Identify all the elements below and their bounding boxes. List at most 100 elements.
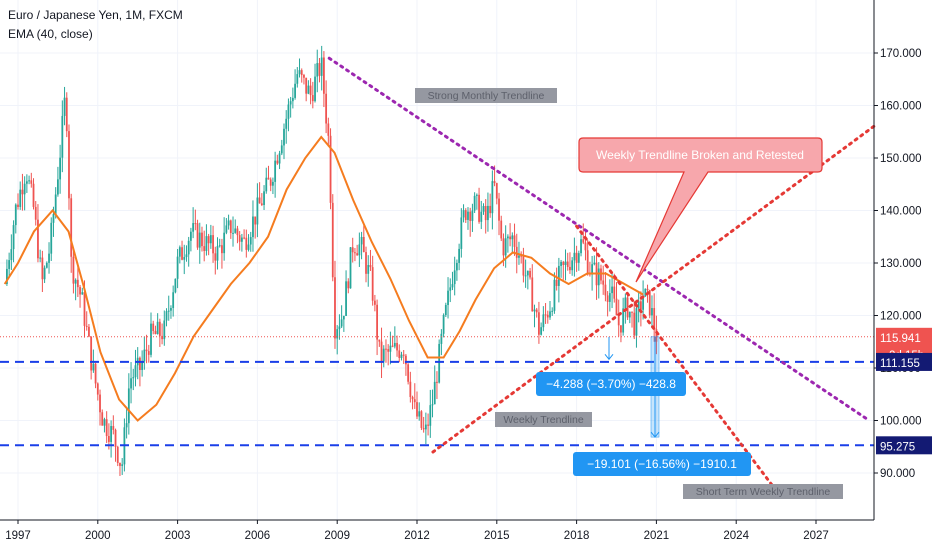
candle-body xyxy=(181,247,183,260)
candle-body xyxy=(101,412,104,426)
callout-bubble xyxy=(578,137,823,283)
trendline xyxy=(327,56,871,422)
candle-body xyxy=(14,204,17,226)
candle-body xyxy=(427,424,429,426)
candle-body xyxy=(218,245,221,247)
candle-body xyxy=(442,315,445,334)
candle-body xyxy=(10,249,13,261)
candle-body xyxy=(378,339,381,342)
candle-body xyxy=(50,222,53,254)
x-tick-label: 2009 xyxy=(324,530,350,542)
candle-body xyxy=(342,315,345,320)
candle-body xyxy=(119,462,121,466)
candle-body xyxy=(314,76,316,102)
candle-body xyxy=(626,297,629,318)
candle-body xyxy=(214,253,217,261)
candle-body xyxy=(582,239,585,243)
candle-body xyxy=(21,189,24,195)
candle-body xyxy=(134,365,137,378)
candle-body xyxy=(562,261,565,265)
candle-body xyxy=(276,160,279,164)
candle-body xyxy=(198,232,201,248)
candle-body xyxy=(54,194,57,215)
candle-body xyxy=(500,220,503,239)
candle-body xyxy=(535,309,538,313)
candle-body xyxy=(132,377,135,379)
candle-body xyxy=(531,277,534,312)
candle-body xyxy=(176,256,179,279)
candle-body xyxy=(260,203,263,205)
candle-body xyxy=(127,388,130,424)
candle-body xyxy=(85,325,88,327)
candle-body xyxy=(34,206,37,220)
candle-body xyxy=(362,236,365,253)
ema-line xyxy=(3,135,644,422)
y-tick-label: 160.000 xyxy=(880,101,922,113)
candle-body xyxy=(504,238,507,256)
candle-body xyxy=(272,181,274,186)
candle-body xyxy=(453,270,456,285)
candle-body xyxy=(121,464,124,466)
candle-body xyxy=(139,357,141,371)
candle-body xyxy=(373,300,376,305)
candle-body xyxy=(495,183,498,199)
ema-40-line xyxy=(3,135,644,422)
candle-body xyxy=(114,429,117,447)
candle-body xyxy=(311,95,314,102)
candle-body xyxy=(323,57,325,94)
candle-body xyxy=(580,239,582,254)
candle-body xyxy=(451,284,454,288)
candle-body xyxy=(105,419,108,437)
candle-body xyxy=(76,279,79,288)
candle-body xyxy=(63,97,66,116)
candle-body xyxy=(165,311,168,321)
candle-body xyxy=(655,329,658,342)
y-tick-label: 170.000 xyxy=(880,48,922,60)
candle-body xyxy=(438,343,441,383)
candle-body xyxy=(154,330,157,335)
candle-body xyxy=(161,335,163,340)
candle-body xyxy=(356,253,359,256)
candle-body xyxy=(475,194,478,196)
current-price-label: 115.941 xyxy=(880,333,921,345)
candle-body xyxy=(107,436,110,442)
candle-body xyxy=(469,211,472,221)
candle-body xyxy=(83,292,86,326)
y-tick-label: 120.000 xyxy=(880,311,922,323)
candle-body xyxy=(245,237,248,250)
candle-body xyxy=(41,257,44,280)
candle-body xyxy=(360,236,363,245)
candle-body xyxy=(17,204,19,207)
candle-body xyxy=(538,312,540,335)
candle-body xyxy=(205,236,208,251)
x-tick-label: 2021 xyxy=(644,530,670,542)
candle-body xyxy=(59,157,62,180)
candle-body xyxy=(367,264,370,274)
candle-body xyxy=(32,183,35,207)
y-tick-label: 100.000 xyxy=(880,416,922,428)
trendline xyxy=(575,224,781,496)
candle-body xyxy=(278,153,281,164)
measurements: −4.288 (−3.70%) −428.8 −19.101 (−16.56%) … xyxy=(536,336,751,476)
short-term-weekly-label-bg xyxy=(683,484,843,499)
candle-body xyxy=(518,255,520,258)
candle-body xyxy=(549,311,551,318)
candle-body xyxy=(43,267,46,280)
candle-body xyxy=(651,308,653,316)
measure-arrowhead xyxy=(604,354,614,361)
candle-body xyxy=(256,197,259,225)
candle-body xyxy=(520,255,523,257)
candle-body xyxy=(566,261,569,267)
candle-body xyxy=(338,326,341,330)
candle-body xyxy=(351,247,354,253)
candle-body xyxy=(23,183,26,195)
candle-body xyxy=(358,244,361,256)
candle-body xyxy=(409,381,412,398)
candle-body xyxy=(365,252,367,274)
candle-body xyxy=(99,394,101,413)
time-axis: 1997 2000 2003 2006 2009 2012 2015 2018 2021 2024… xyxy=(0,519,874,542)
candle-body xyxy=(349,247,352,289)
candle-body xyxy=(551,310,554,312)
candle-body xyxy=(635,308,638,336)
